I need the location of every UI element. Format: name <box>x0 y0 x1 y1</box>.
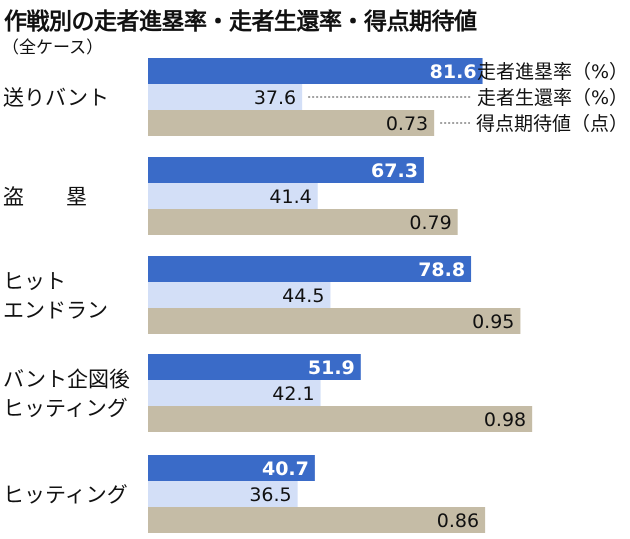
category-label-2-1: エンドラン <box>3 299 108 323</box>
bar-1-0 <box>148 157 424 183</box>
bar-label-1-2: 0.79 <box>409 212 451 234</box>
bar-0-0 <box>148 58 483 84</box>
bar-0-1 <box>148 84 303 110</box>
bar-1-2 <box>148 209 458 235</box>
bar-label-3-1: 42.1 <box>272 383 314 405</box>
category-label-3-0: バント企図後 <box>3 368 130 392</box>
legend-entry-0: 走者進塁率（%） <box>477 61 628 83</box>
category-label-2-0: ヒット <box>3 270 66 294</box>
bar-label-0-1: 37.6 <box>254 87 296 109</box>
bar-label-0-2: 0.73 <box>386 113 428 135</box>
bar-label-2-1: 44.5 <box>282 285 324 307</box>
bar-label-1-1: 41.4 <box>269 186 311 208</box>
category-label-3-1: ヒッティング <box>3 397 128 421</box>
bar-label-4-2: 0.86 <box>437 510 479 532</box>
chart-title: 作戦別の走者進塁率・走者生還率・得点期待値 <box>4 9 477 35</box>
bar-0-2 <box>148 110 435 136</box>
bar-label-4-1: 36.5 <box>249 484 291 506</box>
bar-label-3-0: 51.9 <box>308 357 355 379</box>
legend-entry-1: 走者生還率（%） <box>477 87 628 109</box>
bar-2-0 <box>148 256 472 282</box>
bar-label-0-0: 81.6 <box>430 61 477 83</box>
bar-4-2 <box>148 507 486 533</box>
bar-2-2 <box>148 308 521 334</box>
bar-3-2 <box>148 406 533 432</box>
category-label-4-0: ヒッティング <box>3 483 128 507</box>
bar-4-1 <box>148 481 298 507</box>
bar-label-2-2: 0.95 <box>472 311 514 333</box>
bar-2-1 <box>148 282 331 308</box>
bar-3-1 <box>148 380 321 406</box>
bar-4-0 <box>148 455 315 481</box>
bar-3-0 <box>148 354 361 380</box>
category-label-0-0: 送りバント <box>3 86 109 110</box>
bar-label-3-2: 0.98 <box>484 409 526 431</box>
legend-entry-2: 得点期待値（点） <box>476 113 628 135</box>
bar-label-4-0: 40.7 <box>262 458 309 480</box>
bar-label-1-0: 67.3 <box>371 160 418 182</box>
bar-label-2-0: 78.8 <box>418 259 465 281</box>
bar-1-1 <box>148 183 318 209</box>
category-label-1-0: 盗 塁 <box>3 185 87 209</box>
chart-subtitle: （全ケース） <box>2 38 104 58</box>
